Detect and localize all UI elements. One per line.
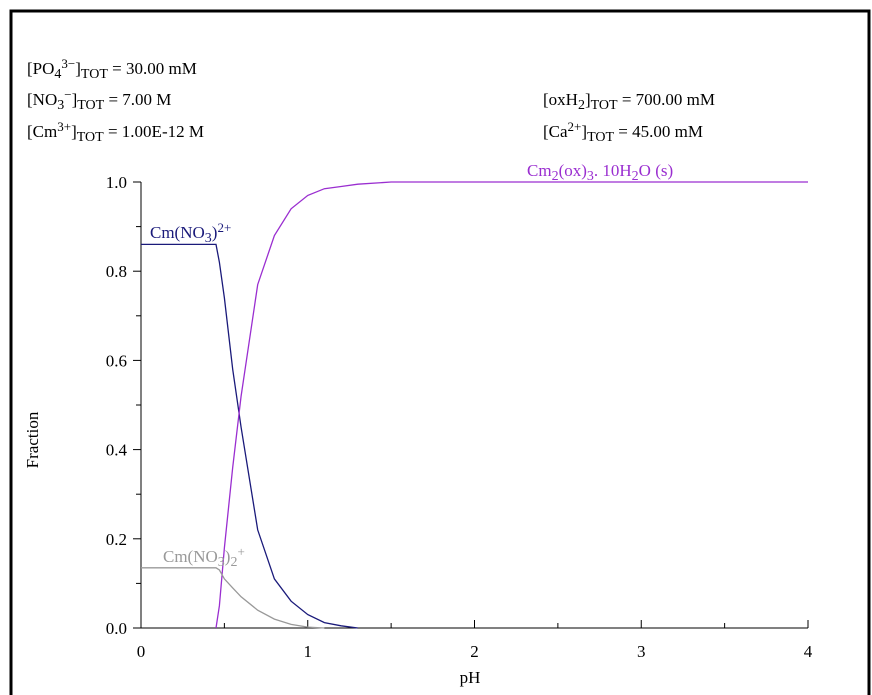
- text-part: ]: [585, 90, 591, 109]
- text-part: TOT: [77, 130, 104, 145]
- text-part: Cm: [527, 161, 552, 180]
- text-part: ]: [71, 122, 77, 141]
- text-part: O (s): [639, 161, 673, 180]
- y-tick-label: 0.8: [106, 262, 127, 281]
- annotation: [Ca2+]TOT = 45.00 mM: [543, 119, 703, 145]
- series-label: Cm2(ox)3. 10H2O (s): [527, 161, 673, 184]
- text-part: [NO: [27, 90, 57, 109]
- annotation: [oxH2]TOT = 700.00 mM: [543, 90, 715, 113]
- text-part: 2: [632, 169, 639, 184]
- text-part: ]: [72, 90, 78, 109]
- annotation: [PO43−]TOT = 30.00 mM: [27, 56, 197, 82]
- y-tick-label: 1.0: [106, 173, 127, 192]
- text-part: −: [64, 87, 71, 102]
- text-part: ]: [75, 59, 81, 78]
- frame: [9, 9, 871, 695]
- text-part: 2+: [568, 119, 582, 134]
- text-part: . 10H: [594, 161, 632, 180]
- text-part: = 1.00E-12 M: [104, 122, 204, 141]
- text-part: 3: [57, 98, 64, 113]
- text-part: [PO: [27, 59, 54, 78]
- text-part: ]: [581, 122, 587, 141]
- text-part: 3: [587, 169, 594, 184]
- x-tick-label: 2: [470, 642, 479, 661]
- text-part: ): [212, 223, 218, 242]
- series-line: [141, 243, 358, 629]
- text-part: [oxH: [543, 90, 578, 109]
- text-part: = 7.00 M: [104, 90, 171, 109]
- x-axis-label: pH: [460, 668, 481, 687]
- text-part: 2: [230, 555, 237, 570]
- text-part: Cm(NO: [163, 547, 218, 566]
- text-part: ): [225, 547, 231, 566]
- text-part: = 700.00 mM: [618, 90, 715, 109]
- text-part: 3: [218, 555, 225, 570]
- text-part: [Cm: [27, 122, 57, 141]
- x-tick-label: 3: [637, 642, 646, 661]
- x-tick-label: 0: [137, 642, 146, 661]
- x-tick-label: 1: [304, 642, 313, 661]
- text-part: 3−: [61, 56, 75, 71]
- text-part: 2: [578, 98, 585, 113]
- text-part: 4: [54, 67, 61, 82]
- y-tick-label: 0.0: [106, 619, 127, 638]
- y-tick-label: 0.2: [106, 530, 127, 549]
- text-part: +: [237, 544, 244, 559]
- text-part: 2: [552, 169, 559, 184]
- text-part: [Ca: [543, 122, 568, 141]
- text-part: (ox): [559, 161, 587, 180]
- series-label: Cm(NO3)2+: [163, 544, 245, 570]
- text-part: Cm(NO: [150, 223, 205, 242]
- text-part: = 45.00 mM: [614, 122, 703, 141]
- text-part: TOT: [77, 98, 104, 113]
- y-tick-label: 0.6: [106, 351, 127, 370]
- text-part: TOT: [587, 130, 614, 145]
- text-part: 2+: [217, 220, 231, 235]
- series-label: Cm(NO3)2+: [150, 220, 231, 246]
- series-line: [141, 567, 325, 629]
- text-part: = 30.00 mM: [108, 59, 197, 78]
- text-part: 3: [205, 231, 212, 246]
- series-line: [215, 181, 808, 629]
- text-part: 3+: [57, 119, 71, 134]
- annotation: [NO3−]TOT = 7.00 M: [27, 87, 171, 113]
- y-tick-label: 0.4: [106, 441, 128, 460]
- annotation: [Cm3+]TOT = 1.00E-12 M: [27, 119, 204, 145]
- text-part: TOT: [591, 98, 618, 113]
- x-tick-label: 4: [804, 642, 813, 661]
- y-axis-label: Fraction: [23, 411, 42, 468]
- text-part: TOT: [81, 67, 108, 82]
